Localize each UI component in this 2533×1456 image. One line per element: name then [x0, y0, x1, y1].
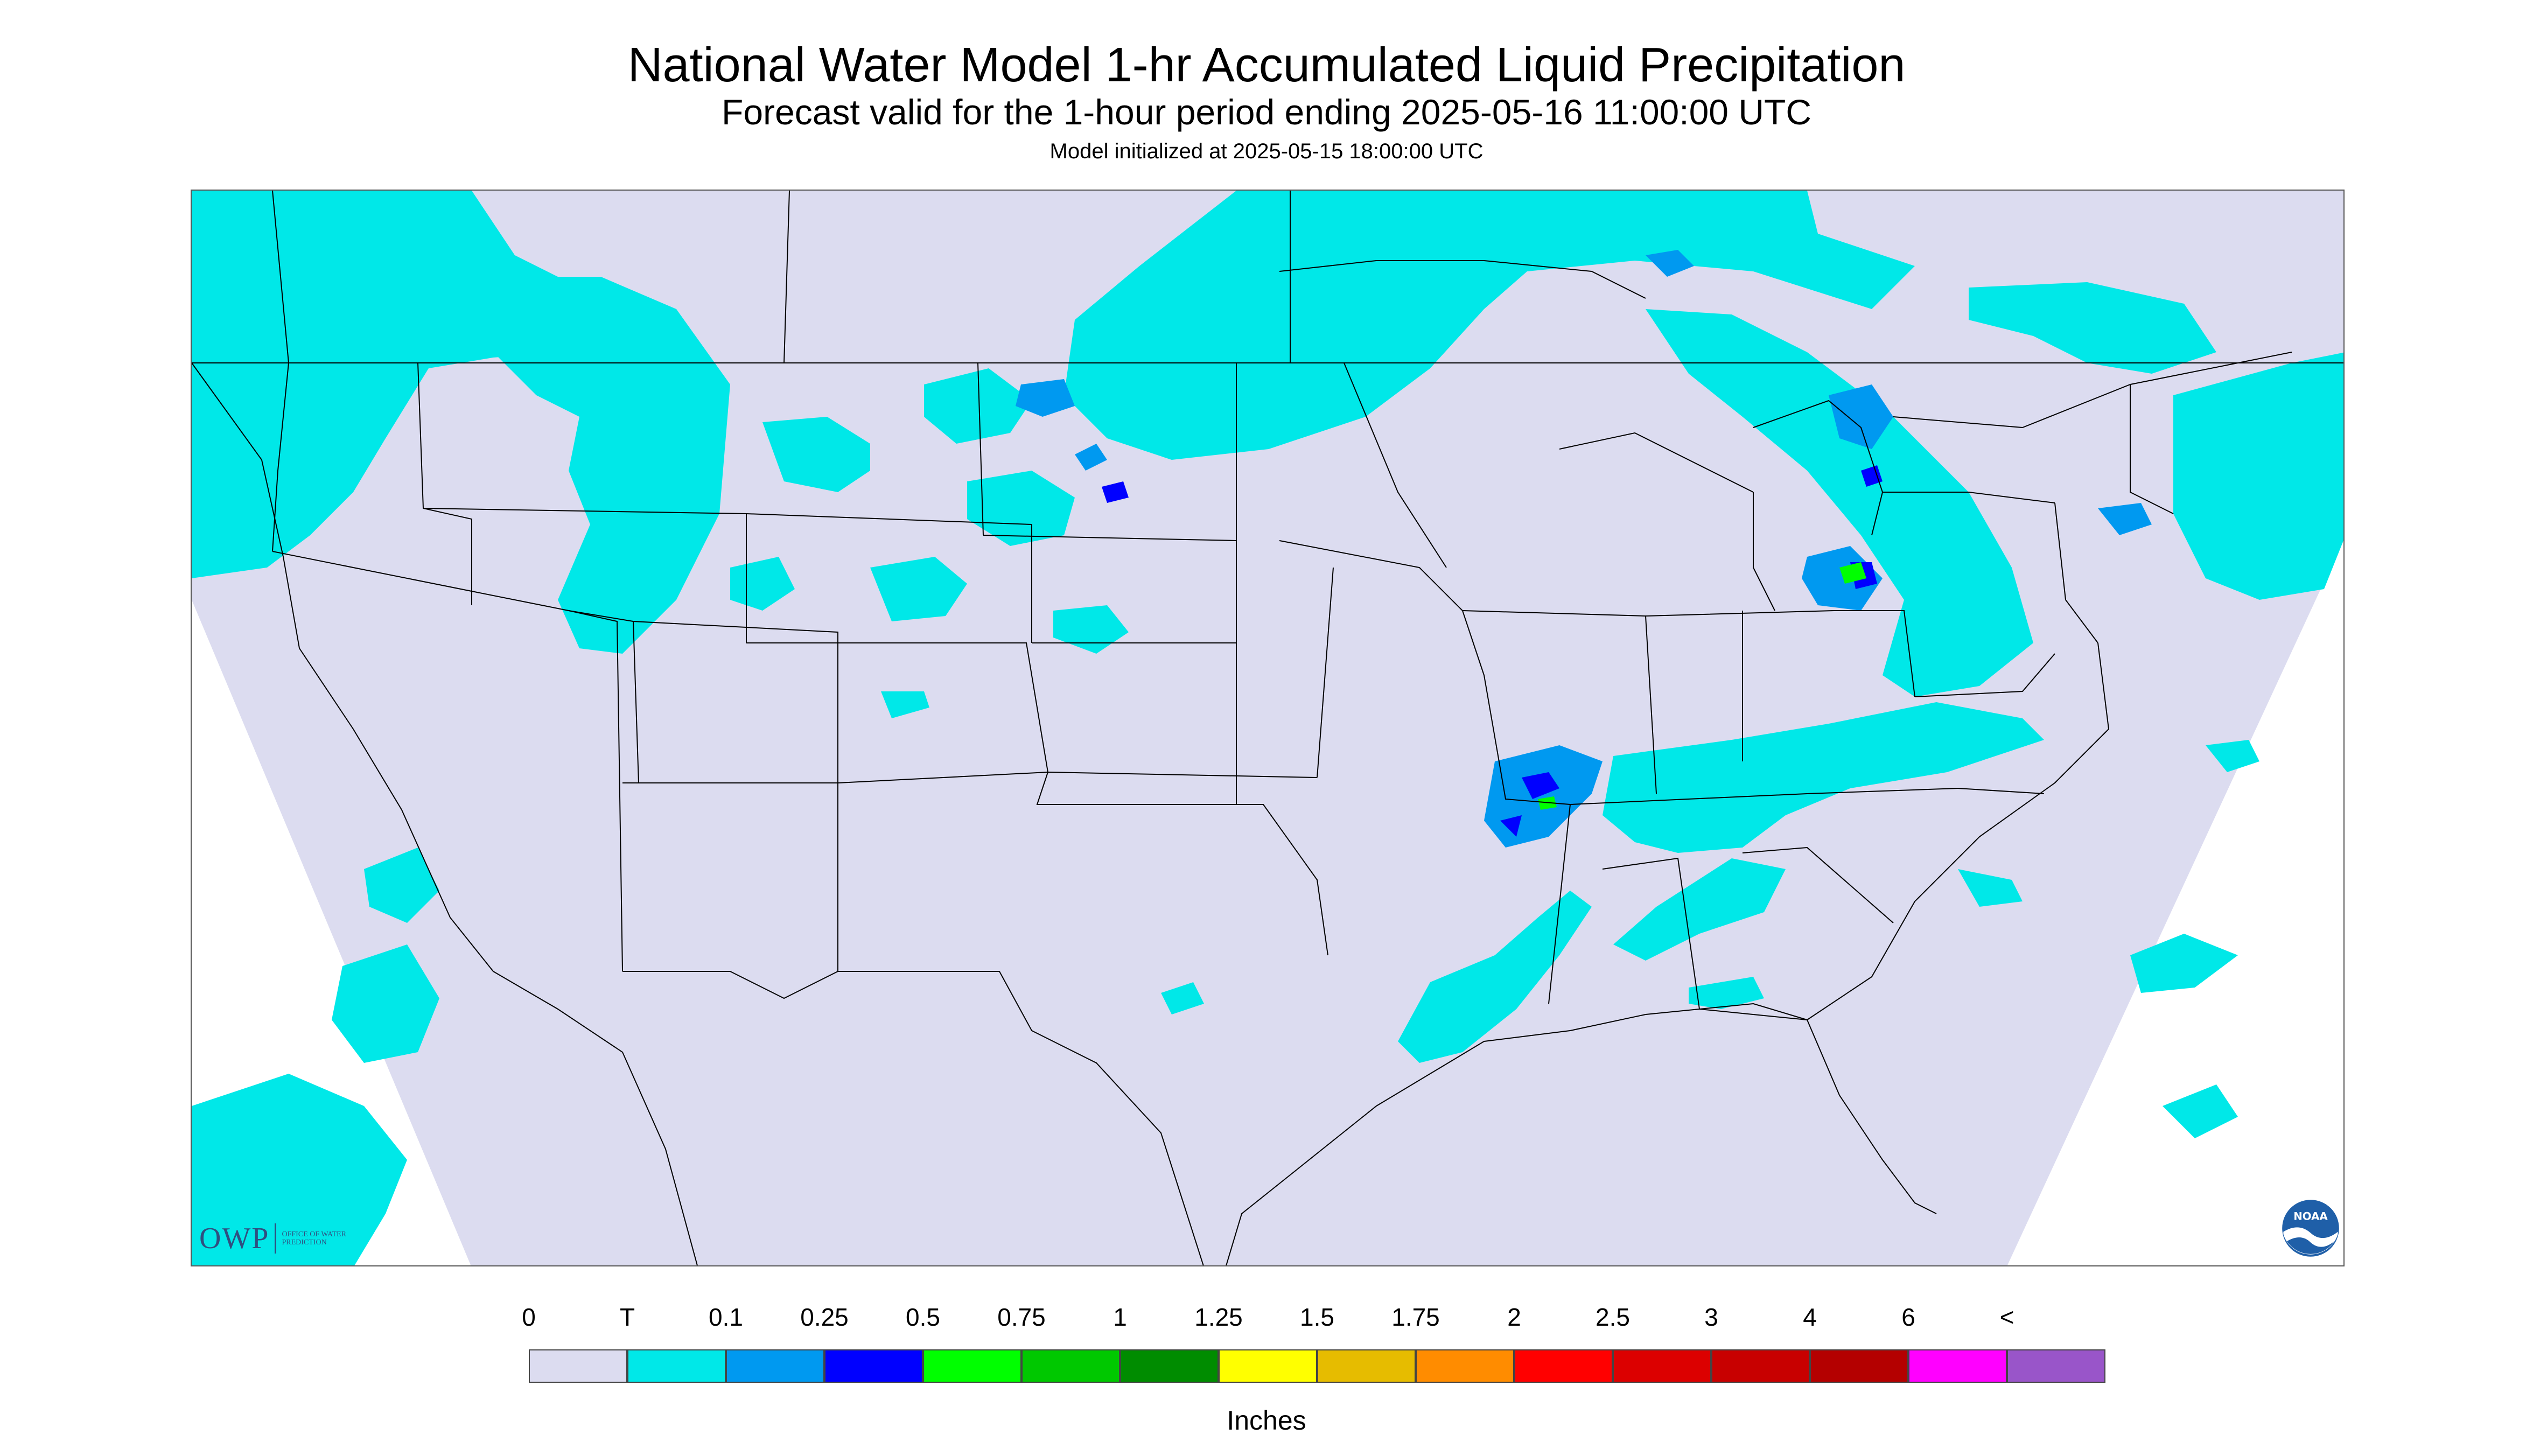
legend-tick-label: 0.75 — [997, 1303, 1046, 1331]
legend-color-swatch — [1908, 1349, 2007, 1383]
legend-color-swatch — [1021, 1349, 1120, 1383]
owp-logo-divider — [275, 1223, 277, 1254]
precip-0-5-areas — [1538, 562, 1866, 810]
legend-tick-label: 2 — [1507, 1303, 1521, 1331]
legend-color-swatch — [1810, 1349, 1908, 1383]
legend-color-swatch — [1416, 1349, 1514, 1383]
legend-color-swatch — [1613, 1349, 1711, 1383]
legend-tick-label: 1.25 — [1194, 1303, 1243, 1331]
map-title: National Water Model 1-hr Accumulated Li… — [627, 38, 1906, 92]
legend-tick-label: 1.75 — [1391, 1303, 1440, 1331]
legend-color-swatch — [2007, 1349, 2105, 1383]
owp-logo-subtext: OFFICE OF WATER PREDICTION — [282, 1230, 346, 1247]
legend-color-swatch — [1317, 1349, 1416, 1383]
legend-tick-label: 4 — [1803, 1303, 1817, 1331]
model-init-time: Model initialized at 2025-05-15 18:00:00… — [1049, 139, 1484, 163]
legend-color-swatch — [1711, 1349, 1810, 1383]
legend-tick-label: 0.5 — [906, 1303, 940, 1331]
legend-color-swatch — [824, 1349, 923, 1383]
legend-color-swatch — [1120, 1349, 1219, 1383]
legend-color-swatch — [923, 1349, 1021, 1383]
precip-trace-areas — [192, 191, 2343, 1265]
legend-tick-label: < — [1999, 1303, 2014, 1331]
owp-logo: OWP OFFICE OF WATER PREDICTION — [199, 1221, 368, 1256]
legend-tick-label: 0.25 — [800, 1303, 849, 1331]
noaa-logo-text: NOAA — [2293, 1210, 2328, 1223]
legend-unit-label: Inches — [1227, 1405, 1306, 1436]
political-boundaries — [192, 191, 2343, 1265]
map-subtitle: Forecast valid for the 1-hour period end… — [722, 92, 1811, 132]
precipitation-map[interactable] — [191, 190, 2345, 1266]
legend-color-swatch — [529, 1349, 627, 1383]
legend-tick-label: 0.1 — [709, 1303, 743, 1331]
legend-color-swatch — [1219, 1349, 1317, 1383]
legend-tick-label: 3 — [1704, 1303, 1718, 1331]
legend-color-swatch — [1514, 1349, 1613, 1383]
legend-tick-label: T — [619, 1303, 635, 1331]
map-svg — [192, 191, 2343, 1265]
legend-tick-label: 1 — [1113, 1303, 1127, 1331]
owp-logo-text: OWP — [199, 1222, 270, 1255]
legend-tick-label: 6 — [1901, 1303, 1915, 1331]
noaa-logo: NOAA — [2282, 1200, 2339, 1257]
legend-color-swatch — [627, 1349, 726, 1383]
legend-color-swatch — [726, 1349, 824, 1383]
legend-tick-label: 1.5 — [1300, 1303, 1334, 1331]
legend-tick-label: 2.5 — [1596, 1303, 1630, 1331]
legend-tick-label: 0 — [522, 1303, 536, 1331]
